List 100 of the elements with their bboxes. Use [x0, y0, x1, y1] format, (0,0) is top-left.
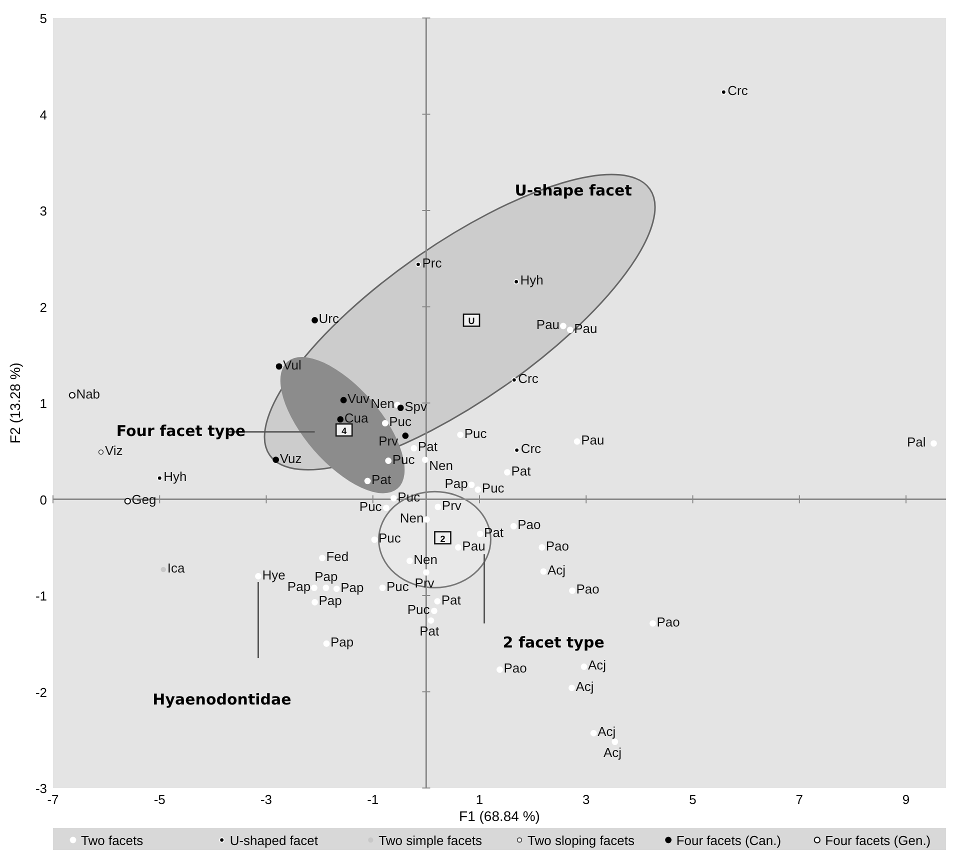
data-label: Pap: [318, 593, 342, 608]
point: [415, 262, 421, 268]
point: [510, 523, 517, 530]
data-label: Crc: [518, 370, 539, 386]
data-label: Nen: [400, 510, 424, 526]
point: [160, 566, 166, 572]
data-label: Pap: [314, 568, 338, 584]
data-label: Cua: [344, 410, 369, 426]
point: [422, 569, 430, 576]
data-label: Puc: [464, 426, 488, 441]
point: [124, 498, 131, 505]
data-label: Puc: [482, 480, 505, 496]
point: [566, 326, 574, 334]
data-label: Acj: [547, 562, 566, 578]
point: [496, 666, 503, 673]
point: [590, 730, 597, 736]
annotation: U: [468, 316, 475, 326]
data-label: Puc: [378, 530, 402, 546]
data-label: Pap: [444, 476, 468, 491]
x-tick-label: -3: [260, 792, 272, 807]
data-label: Pao: [518, 517, 541, 532]
point: [337, 416, 344, 423]
y-tick-label: 0: [40, 492, 47, 508]
point: [379, 584, 386, 591]
annotation: 4: [342, 426, 347, 436]
data-label: Prv: [378, 434, 399, 449]
point: [612, 738, 618, 745]
point: [720, 89, 726, 95]
point: [156, 475, 162, 481]
point: [428, 617, 434, 624]
x-tick-label: -7: [47, 792, 59, 807]
x-tick-label: -1: [367, 792, 379, 807]
x-tick-label: 7: [796, 792, 804, 807]
data-label: Pap: [340, 580, 364, 595]
point: [434, 598, 441, 604]
annotation: 2 facet type: [502, 634, 604, 652]
data-label: Hyh: [164, 469, 187, 484]
point: [364, 478, 371, 484]
point: [402, 432, 409, 439]
point: [371, 536, 378, 543]
data-label: Acj: [576, 678, 594, 694]
point: [540, 568, 547, 575]
point: [390, 495, 397, 502]
legend-label: Four facets (Gen.): [825, 833, 931, 848]
point: [504, 469, 510, 476]
point: [68, 392, 76, 399]
data-label: Nen: [414, 552, 438, 567]
point: [474, 486, 482, 493]
y-tick-label: -3: [35, 781, 47, 796]
point: [422, 456, 428, 463]
y-tick-label: 3: [40, 204, 47, 218]
data-label: Vul: [283, 357, 302, 372]
point: [457, 432, 464, 438]
point: [430, 608, 438, 614]
y-axis-title: F2 (13.28 %): [7, 362, 23, 444]
point: [568, 684, 575, 692]
y-tick-label: -2: [35, 684, 47, 700]
data-label: Urc: [318, 311, 340, 326]
point: [468, 482, 475, 488]
point: [311, 584, 318, 591]
y-tick-label: 1: [40, 396, 47, 411]
legend-label: U-shaped facet: [230, 833, 318, 848]
data-label: Pau: [581, 432, 604, 448]
data-label: Pao: [576, 582, 600, 597]
data-label: Crc: [728, 83, 748, 98]
data-label: Acj: [598, 724, 616, 740]
y-tick-label: 4: [40, 107, 47, 122]
x-axis-title: F1 (68.84 %): [459, 808, 540, 824]
legend-label: Two sloping facets: [528, 833, 635, 848]
legend-label: Two simple facets: [378, 833, 482, 848]
data-label: Pao: [656, 614, 680, 630]
point: [580, 664, 588, 670]
x-tick-label: 3: [582, 792, 590, 807]
point: [312, 317, 318, 324]
data-label: Pap: [287, 578, 311, 594]
data-label: Pal: [906, 434, 926, 450]
data-label: Pat: [420, 624, 440, 639]
x-tick-label: 1: [476, 792, 484, 807]
point: [560, 322, 566, 330]
point: [323, 640, 330, 647]
x-tick-label: -5: [154, 792, 166, 807]
data-label: Pau: [536, 317, 560, 332]
data-label: Crc: [520, 441, 542, 456]
data-label: Nab: [76, 386, 100, 402]
data-label: Pat: [511, 463, 532, 478]
point: [319, 554, 326, 562]
point: [272, 456, 280, 463]
data-label: Puc: [389, 414, 412, 430]
y-tick-label: 2: [40, 300, 47, 315]
data-label: Pat: [372, 472, 392, 487]
point: [276, 363, 282, 370]
data-label: Prc: [422, 255, 442, 270]
point: [650, 620, 656, 627]
data-label: Puc: [398, 489, 421, 504]
data-label: Pat: [484, 524, 504, 540]
data-label: Ica: [167, 560, 186, 576]
point: [98, 449, 104, 455]
y-tick-label: 5: [40, 11, 47, 26]
data-label: Fed: [326, 548, 349, 564]
point: [574, 438, 580, 445]
